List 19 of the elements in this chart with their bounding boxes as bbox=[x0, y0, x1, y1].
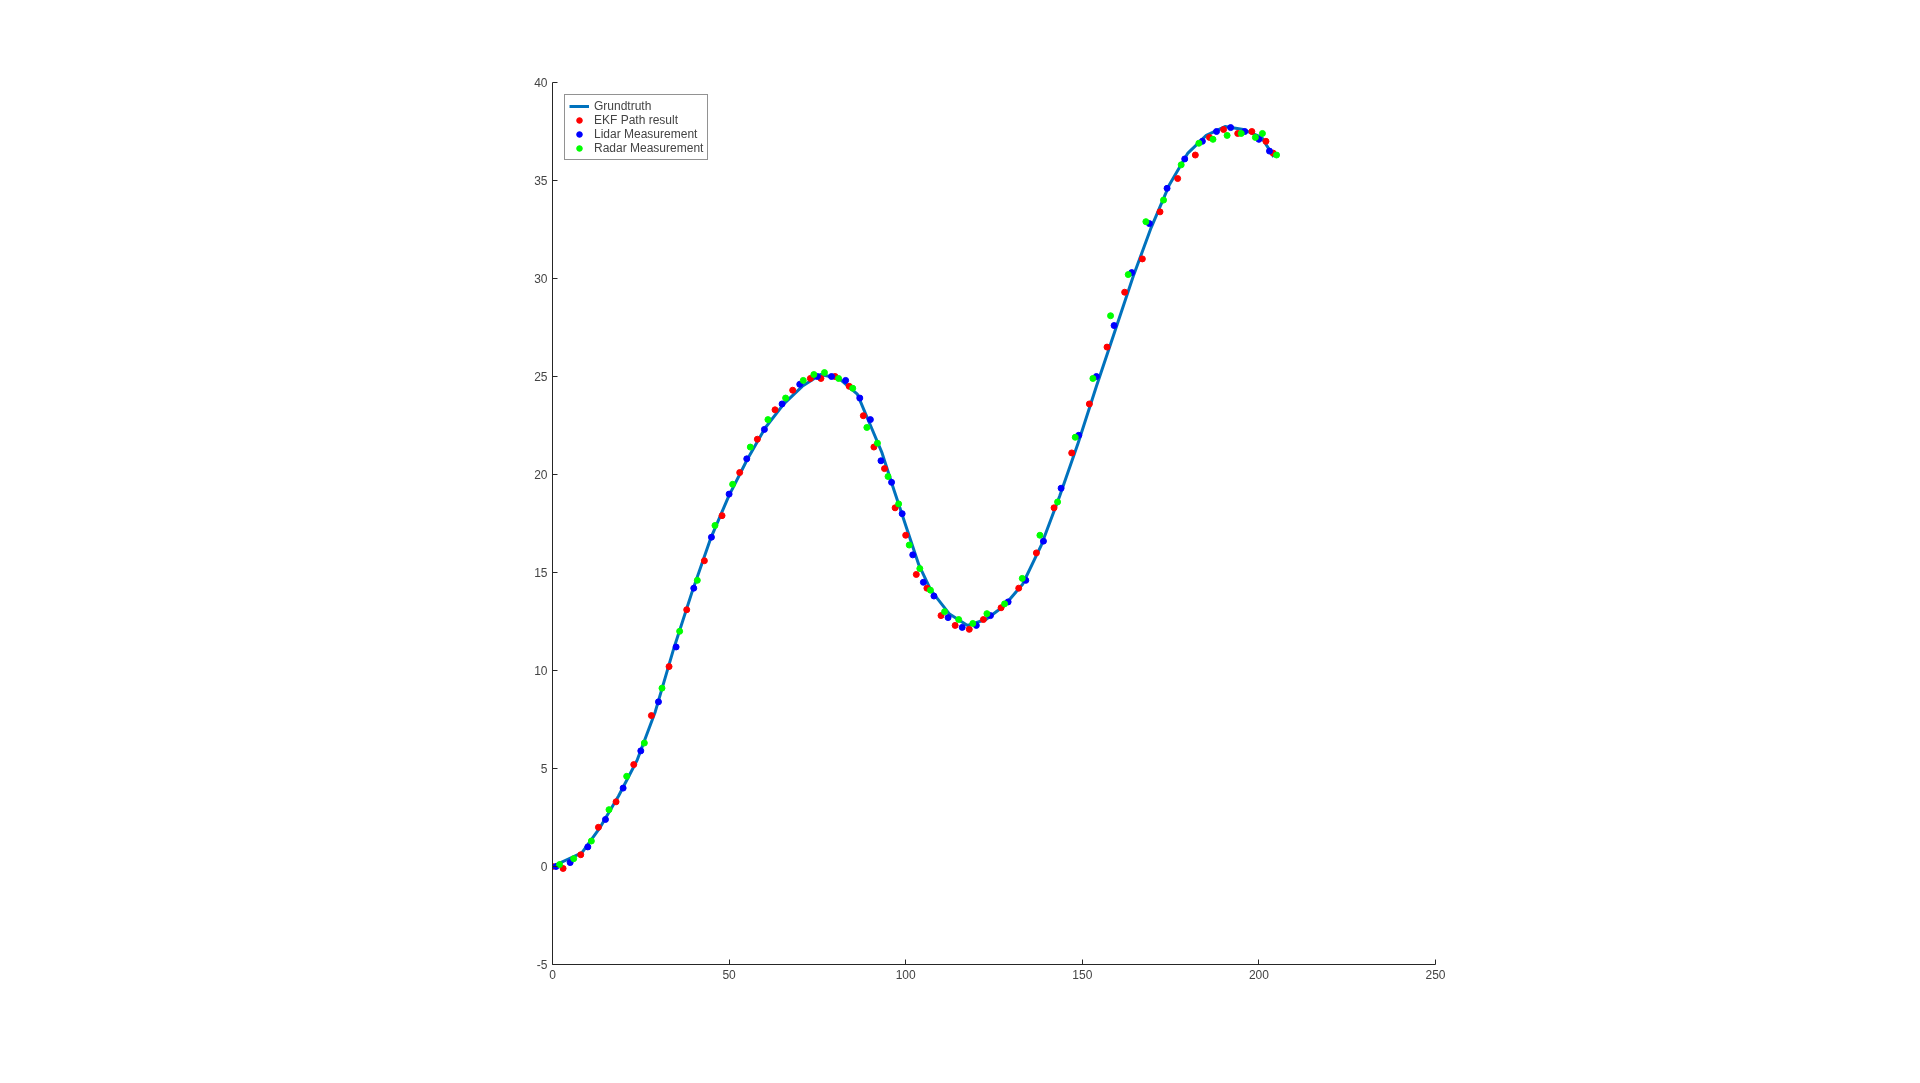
y-tick-label: 0 bbox=[540, 860, 548, 874]
x-tick-label: 50 bbox=[722, 967, 737, 982]
x-tick-label: 150 bbox=[1072, 967, 1093, 982]
y-tick-label: 15 bbox=[534, 566, 548, 580]
y-tick-label: 40 bbox=[534, 76, 548, 90]
y-tick-label: 25 bbox=[534, 370, 548, 384]
y-tick-label: -5 bbox=[536, 958, 548, 972]
legend-label: Lidar Measurement bbox=[594, 127, 698, 141]
y-tick-label: 20 bbox=[534, 468, 548, 482]
x-tick-label: 100 bbox=[895, 967, 917, 982]
y-tick-label: 5 bbox=[540, 762, 548, 776]
y-tick-label: 30 bbox=[534, 272, 548, 286]
legend-label: EKF Path result bbox=[594, 113, 679, 127]
x-tick-label: 200 bbox=[1248, 967, 1270, 982]
x-tick-label: 250 bbox=[1425, 967, 1446, 982]
y-tick-label: 35 bbox=[534, 174, 548, 188]
legend-label: Grundtruth bbox=[594, 99, 652, 113]
legend-label: Radar Measurement bbox=[594, 141, 704, 155]
y-tick-label: 10 bbox=[534, 664, 548, 678]
